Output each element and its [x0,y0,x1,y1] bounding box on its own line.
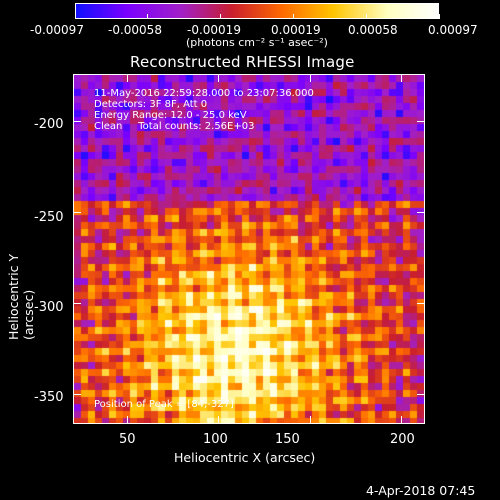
colorbar-tick-label-4: 0.00058 [348,23,398,37]
axis-tick [73,212,81,214]
info-line-4: Clean Total counts: 2.56E+03 [94,121,255,132]
x-tick-label-50: 50 [119,432,136,447]
axis-tick [73,303,81,305]
plot-area: 11-May-2016 22:59:28.000 to 23:07:36.000… [73,74,425,424]
colorbar-tick-label-0: -0.00097 [30,23,84,37]
axis-tick [218,416,220,424]
axis-tick [417,303,425,305]
axis-tick [127,74,129,82]
x-tick-label-200: 200 [390,432,415,447]
info-line-1: 11-May-2016 22:59:28.000 to 23:07:36.000 [94,88,314,99]
y-tick-label-300: -300 [34,300,64,315]
axis-tick [417,394,425,396]
info-line-2: Detectors: 3F 8F, Att 0 [94,99,208,110]
colorbar-tick-label-1: -0.00058 [108,23,162,37]
colorbar-unit-label: (photons cm⁻² s⁻¹ asec⁻²) [186,36,328,49]
colorbar-tick [292,14,294,19]
y-tick-label-200: -200 [34,117,64,132]
plot-timestamp: 4-Apr-2018 07:45 [366,483,476,498]
axis-tick [218,74,220,82]
colorbar-tick-label-2: -0.00019 [187,23,241,37]
axis-tick [417,212,425,214]
y-tick-label-250: -250 [34,210,64,225]
axis-tick [73,120,81,122]
x-axis-label: Heliocentric X (arcsec) [174,450,316,465]
axis-tick [309,74,311,82]
x-tick-label-100: 100 [203,432,228,447]
colorbar-tick [220,14,222,19]
x-tick-label-150: 150 [275,432,300,447]
axis-tick [309,416,311,424]
heatmap-image [74,75,424,423]
colorbar-tick [438,14,440,19]
axis-tick [73,394,81,396]
colorbar [75,3,439,19]
colorbar-tick [365,14,367,19]
axis-tick [127,416,129,424]
colorbar-tick [147,14,149,19]
y-tick-label-350: -350 [34,390,64,405]
colorbar-tick-label-3: 0.00019 [271,23,321,37]
colorbar-tick-label-5: 0.00097 [428,23,478,37]
colorbar-tick [74,14,76,19]
y-axis-label: Heliocentric Y (arcsec) [6,253,36,340]
info-line-3: Energy Range: 12.0 - 25.0 keV [94,110,247,121]
axis-tick [400,416,402,424]
image-title: Reconstructed RHESSI Image [130,53,355,71]
axis-tick [400,74,402,82]
axis-tick [417,120,425,122]
peak-position-label: Position of Peak = [84,-327] [94,399,234,410]
